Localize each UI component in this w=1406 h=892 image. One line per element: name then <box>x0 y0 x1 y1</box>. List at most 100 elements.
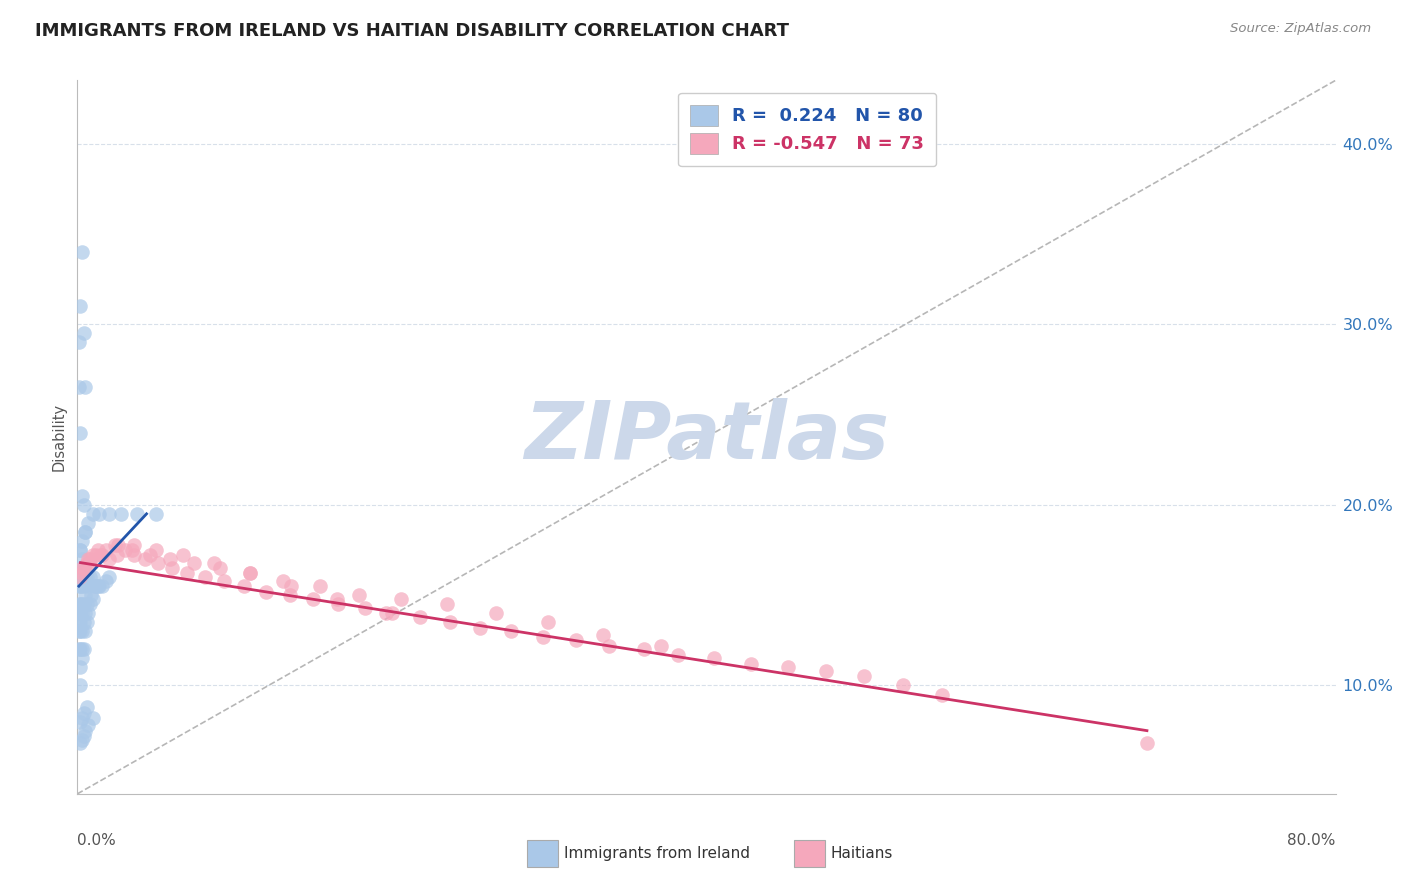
Point <box>70 642 93 657</box>
Point <box>69 299 91 313</box>
Point <box>239 566 262 581</box>
Point <box>468 621 491 635</box>
Point <box>87 579 110 593</box>
Point <box>72 498 94 512</box>
Point <box>145 507 167 521</box>
Text: 80.0%: 80.0% <box>1288 833 1336 848</box>
Point <box>72 706 94 720</box>
Text: Immigrants from Ireland: Immigrants from Ireland <box>564 847 749 861</box>
Point <box>347 588 370 602</box>
Point <box>159 552 181 566</box>
Point <box>75 380 97 394</box>
Point <box>138 549 160 563</box>
Point <box>72 579 94 593</box>
Point <box>70 624 93 639</box>
Point <box>740 657 762 671</box>
Point <box>114 543 136 558</box>
Point <box>76 700 98 714</box>
Point <box>212 574 235 588</box>
Point <box>70 566 93 581</box>
Point <box>77 718 100 732</box>
Point <box>815 664 838 678</box>
Point <box>69 425 91 440</box>
Point <box>79 570 101 584</box>
Point <box>82 591 104 606</box>
Point <box>202 556 225 570</box>
Point <box>82 711 104 725</box>
Point <box>97 570 120 584</box>
Point <box>70 533 93 548</box>
Point <box>70 570 93 584</box>
Point <box>72 615 94 630</box>
Point <box>233 579 256 593</box>
Point <box>70 561 93 575</box>
Point <box>592 628 614 642</box>
Point <box>75 588 97 602</box>
Point <box>90 549 112 563</box>
Point <box>254 584 277 599</box>
Point <box>127 507 149 521</box>
Point <box>82 507 104 521</box>
Text: Source: ZipAtlas.com: Source: ZipAtlas.com <box>1230 22 1371 36</box>
Point <box>194 570 217 584</box>
Point <box>1136 736 1159 750</box>
Point <box>76 556 98 570</box>
Point <box>328 597 350 611</box>
Point <box>77 606 100 620</box>
Point <box>121 543 143 558</box>
Point <box>650 639 672 653</box>
Point <box>146 556 169 570</box>
Point <box>82 549 104 563</box>
Point <box>76 615 98 630</box>
Point <box>69 543 91 558</box>
Point <box>75 570 97 584</box>
Point <box>69 606 91 620</box>
Point <box>70 489 93 503</box>
Text: 0.0%: 0.0% <box>77 833 117 848</box>
Point <box>302 591 325 606</box>
Point <box>70 552 93 566</box>
Point <box>436 597 458 611</box>
Point <box>666 648 689 662</box>
Point <box>80 588 103 602</box>
Point <box>89 579 111 593</box>
Point <box>598 639 620 653</box>
Point <box>70 651 93 665</box>
Point <box>67 642 90 657</box>
Point <box>172 549 194 563</box>
Point <box>110 507 132 521</box>
Point <box>67 615 90 630</box>
Point <box>107 538 129 552</box>
Point <box>75 606 97 620</box>
Point <box>70 732 93 747</box>
Point <box>69 579 91 593</box>
Point <box>501 624 523 639</box>
Point <box>70 244 93 259</box>
Point <box>104 538 127 552</box>
Point <box>83 579 105 593</box>
Point <box>67 380 90 394</box>
Point <box>69 736 91 750</box>
Point <box>70 579 93 593</box>
Point <box>931 688 953 702</box>
Point <box>79 597 101 611</box>
Point <box>69 660 91 674</box>
Point <box>72 326 94 341</box>
Point <box>852 669 875 683</box>
Point <box>69 597 91 611</box>
Point <box>77 552 100 566</box>
Point <box>69 615 91 630</box>
Point <box>703 651 725 665</box>
Point <box>145 543 167 558</box>
Point <box>381 606 404 620</box>
Point <box>87 543 110 558</box>
Point <box>84 579 107 593</box>
Point <box>209 561 232 575</box>
Point <box>75 723 97 738</box>
Point <box>122 538 145 552</box>
Point <box>160 561 183 575</box>
Point <box>122 549 145 563</box>
Point <box>69 714 91 729</box>
Point <box>77 579 100 593</box>
Point <box>82 570 104 584</box>
